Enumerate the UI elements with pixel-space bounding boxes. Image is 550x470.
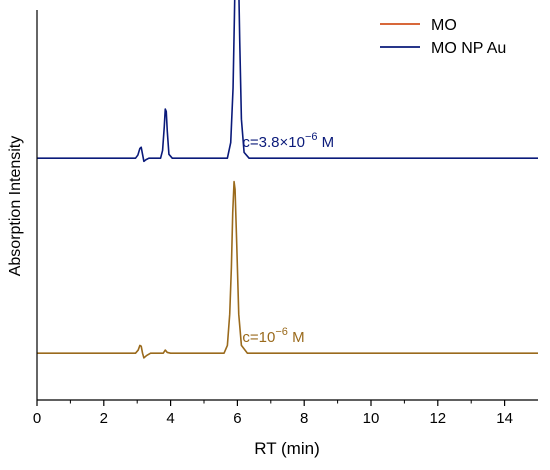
x-tick-label: 4 xyxy=(166,410,174,427)
legend: MO MO NP Au xyxy=(380,17,506,57)
x-tick-label: 10 xyxy=(363,410,380,427)
x-tick-label: 8 xyxy=(300,410,308,427)
legend-label-mo-np-au: MO NP Au xyxy=(431,40,506,57)
series-lines xyxy=(37,0,538,359)
series-line-mo-np-au xyxy=(37,0,538,163)
x-tick-label: 6 xyxy=(233,410,241,427)
y-axis-label: Absorption Intensity xyxy=(7,136,24,277)
series-line-mo xyxy=(37,180,538,359)
annotations: c=3.8×10−6 M c=10−6 M xyxy=(242,131,334,346)
x-tick-label: 12 xyxy=(429,410,446,427)
axes: 0 2 4 6 8 10 12 14 xyxy=(33,10,538,427)
concentration-annotation-mo-np-au: c=3.8×10−6 M xyxy=(242,131,334,151)
x-tick-label: 0 xyxy=(33,410,41,427)
x-axis-label: RT (min) xyxy=(254,439,320,458)
legend-label-mo: MO xyxy=(431,17,457,34)
x-tick-label: 2 xyxy=(100,410,108,427)
concentration-annotation-mo: c=10−6 M xyxy=(242,326,304,346)
x-tick-label: 14 xyxy=(496,410,513,427)
